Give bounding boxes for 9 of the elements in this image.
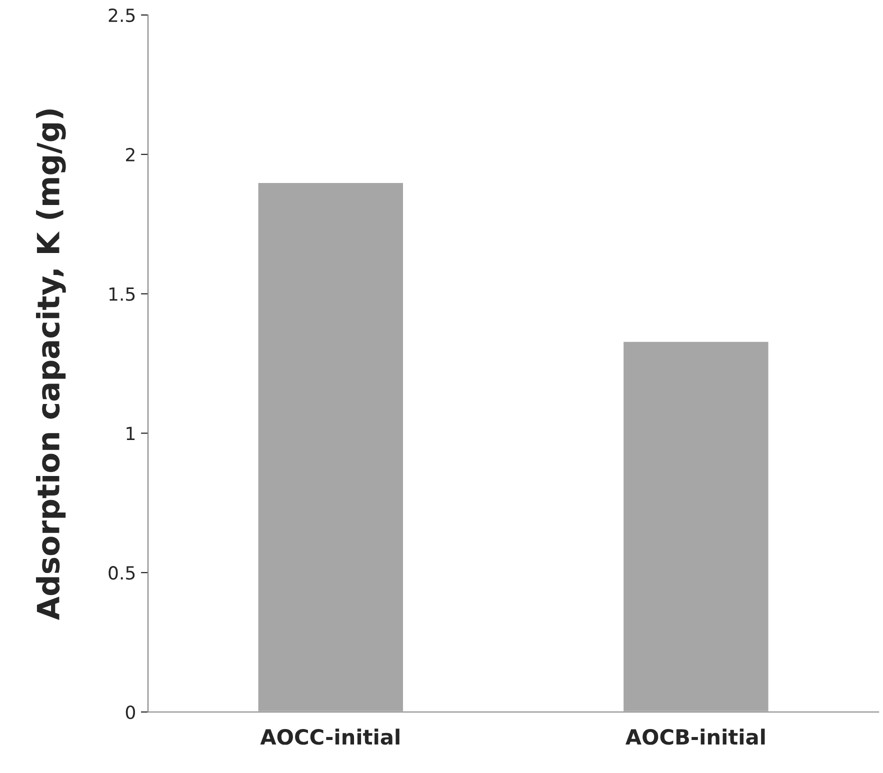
y-tick-label: 1.5: [109, 287, 135, 301]
y-tick-label: 0.5: [108, 566, 135, 580]
y-axis-title: Adsorption capacity, K (mg/g): [36, 109, 66, 620]
x-tick-label: AOCC-initial: [260, 728, 400, 745]
y-tick-label: 1: [126, 426, 135, 440]
y-tick-label: 2: [126, 148, 134, 162]
y-tick-label: 0: [126, 705, 135, 720]
x-tick-label: AOCB-initial: [626, 728, 765, 745]
y-tick-label: 2.5: [108, 8, 135, 22]
